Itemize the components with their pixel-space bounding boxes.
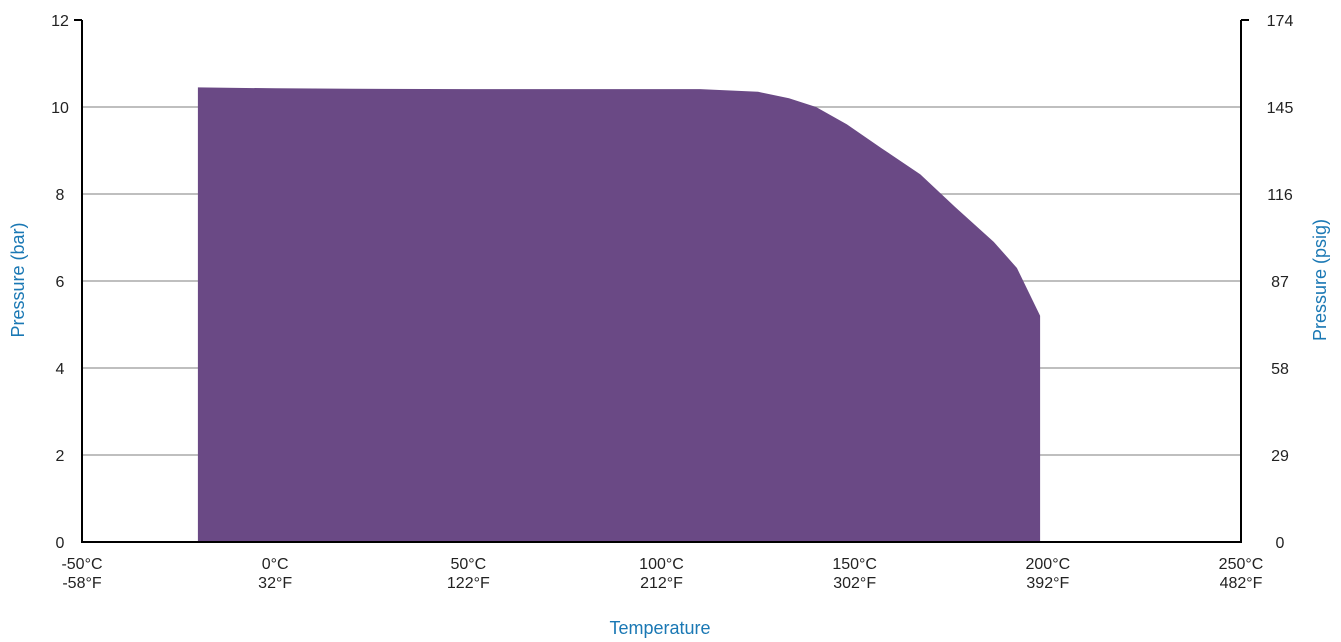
y2-tick-label: 116 (1267, 187, 1293, 204)
y-tick-label: 2 (56, 448, 65, 465)
y-tick-label: 8 (56, 187, 65, 204)
y-axis-title: Pressure (bar) (8, 222, 28, 337)
y-tick-label: 0 (56, 535, 65, 552)
axes (74, 19, 1249, 543)
x-tick-label-fahrenheit: 212°F (640, 575, 683, 592)
x-tick-labels: -50°C -58°F 0°C 32°F 50°C 122°F 100°C 212°F 150°… (61, 556, 1263, 592)
x-tick-label-fahrenheit: 122°F (447, 575, 490, 592)
x-tick-label-celsius: 0°C (262, 556, 289, 573)
x-tick-label-celsius: 50°C (450, 556, 486, 573)
y-tick-labels: 0 2 4 6 8 10 12 (51, 13, 69, 552)
x-tick-label-celsius: 150°C (832, 556, 877, 573)
y2-tick-label: 87 (1271, 274, 1289, 291)
y-tick-label: 4 (56, 361, 65, 378)
x-tick-label-fahrenheit: 482°F (1220, 575, 1263, 592)
y-tick-label: 6 (56, 274, 65, 291)
x-tick-label-celsius: 250°C (1219, 556, 1264, 573)
y-tick-label: 10 (51, 100, 69, 117)
y2-tick-label: 174 (1267, 13, 1294, 30)
x-tick-label-celsius: -50°C (61, 556, 102, 573)
x-tick-label-fahrenheit: -58°F (62, 575, 102, 592)
y-tick-label: 12 (51, 13, 69, 30)
x-axis-title: Temperature (609, 618, 710, 638)
y2-tick-label: 29 (1271, 448, 1289, 465)
y2-tick-label: 0 (1276, 535, 1285, 552)
x-tick-label-fahrenheit: 302°F (833, 575, 876, 592)
x-tick-label-celsius: 200°C (1026, 556, 1071, 573)
y2-tick-labels: 0 29 58 87 116 145 174 (1267, 13, 1294, 552)
pressure-area (197, 87, 1041, 543)
x-tick-label-fahrenheit: 32°F (258, 575, 292, 592)
y2-tick-label: 58 (1271, 361, 1289, 378)
y2-axis-title: Pressure (psig) (1310, 219, 1330, 341)
x-tick-label-celsius: 100°C (639, 556, 684, 573)
y2-tick-label: 145 (1267, 100, 1294, 117)
x-tick-label-fahrenheit: 392°F (1026, 575, 1069, 592)
